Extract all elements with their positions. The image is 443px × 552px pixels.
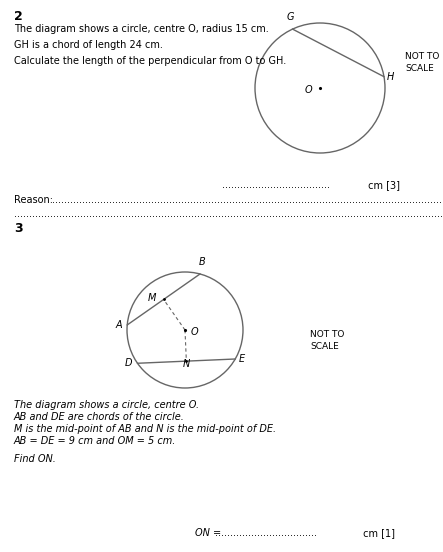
Text: Reason:: Reason: [14, 195, 53, 205]
Text: B: B [198, 257, 206, 267]
Text: D: D [125, 358, 132, 368]
Text: Calculate the length of the perpendicular from O to GH.: Calculate the length of the perpendicula… [14, 56, 286, 66]
Text: 3: 3 [14, 222, 23, 235]
Text: A: A [116, 320, 122, 330]
Text: NOT TO
SCALE: NOT TO SCALE [310, 330, 344, 351]
Text: N: N [183, 359, 190, 369]
Text: ................................................................................: ........................................… [52, 195, 443, 205]
Text: ................................................................................: ........................................… [14, 208, 443, 218]
Text: M: M [147, 294, 155, 304]
Text: The diagram shows a circle, centre O.: The diagram shows a circle, centre O. [14, 400, 199, 410]
Text: AB and DE are chords of the circle.: AB and DE are chords of the circle. [14, 412, 185, 422]
Text: E: E [239, 354, 245, 364]
Text: GH is a chord of length 24 cm.: GH is a chord of length 24 cm. [14, 40, 163, 50]
Text: AB = DE = 9 cm and OM = 5 cm.: AB = DE = 9 cm and OM = 5 cm. [14, 436, 176, 446]
Text: ..................................: .................................. [215, 528, 317, 538]
Text: cm [3]: cm [3] [365, 180, 400, 190]
Text: 2: 2 [14, 10, 23, 23]
Text: ON =: ON = [195, 528, 224, 538]
Text: O: O [304, 85, 312, 95]
Text: NOT TO
SCALE: NOT TO SCALE [405, 52, 439, 73]
Text: M is the mid-point of AB and N is the mid-point of DE.: M is the mid-point of AB and N is the mi… [14, 424, 276, 434]
Text: The diagram shows a circle, centre O, radius 15 cm.: The diagram shows a circle, centre O, ra… [14, 24, 269, 34]
Text: G: G [287, 12, 294, 22]
Text: cm [1]: cm [1] [360, 528, 395, 538]
Text: H: H [387, 72, 394, 82]
Text: O: O [191, 327, 198, 337]
Text: ....................................: .................................... [222, 180, 330, 190]
Text: Find ON.: Find ON. [14, 454, 56, 464]
